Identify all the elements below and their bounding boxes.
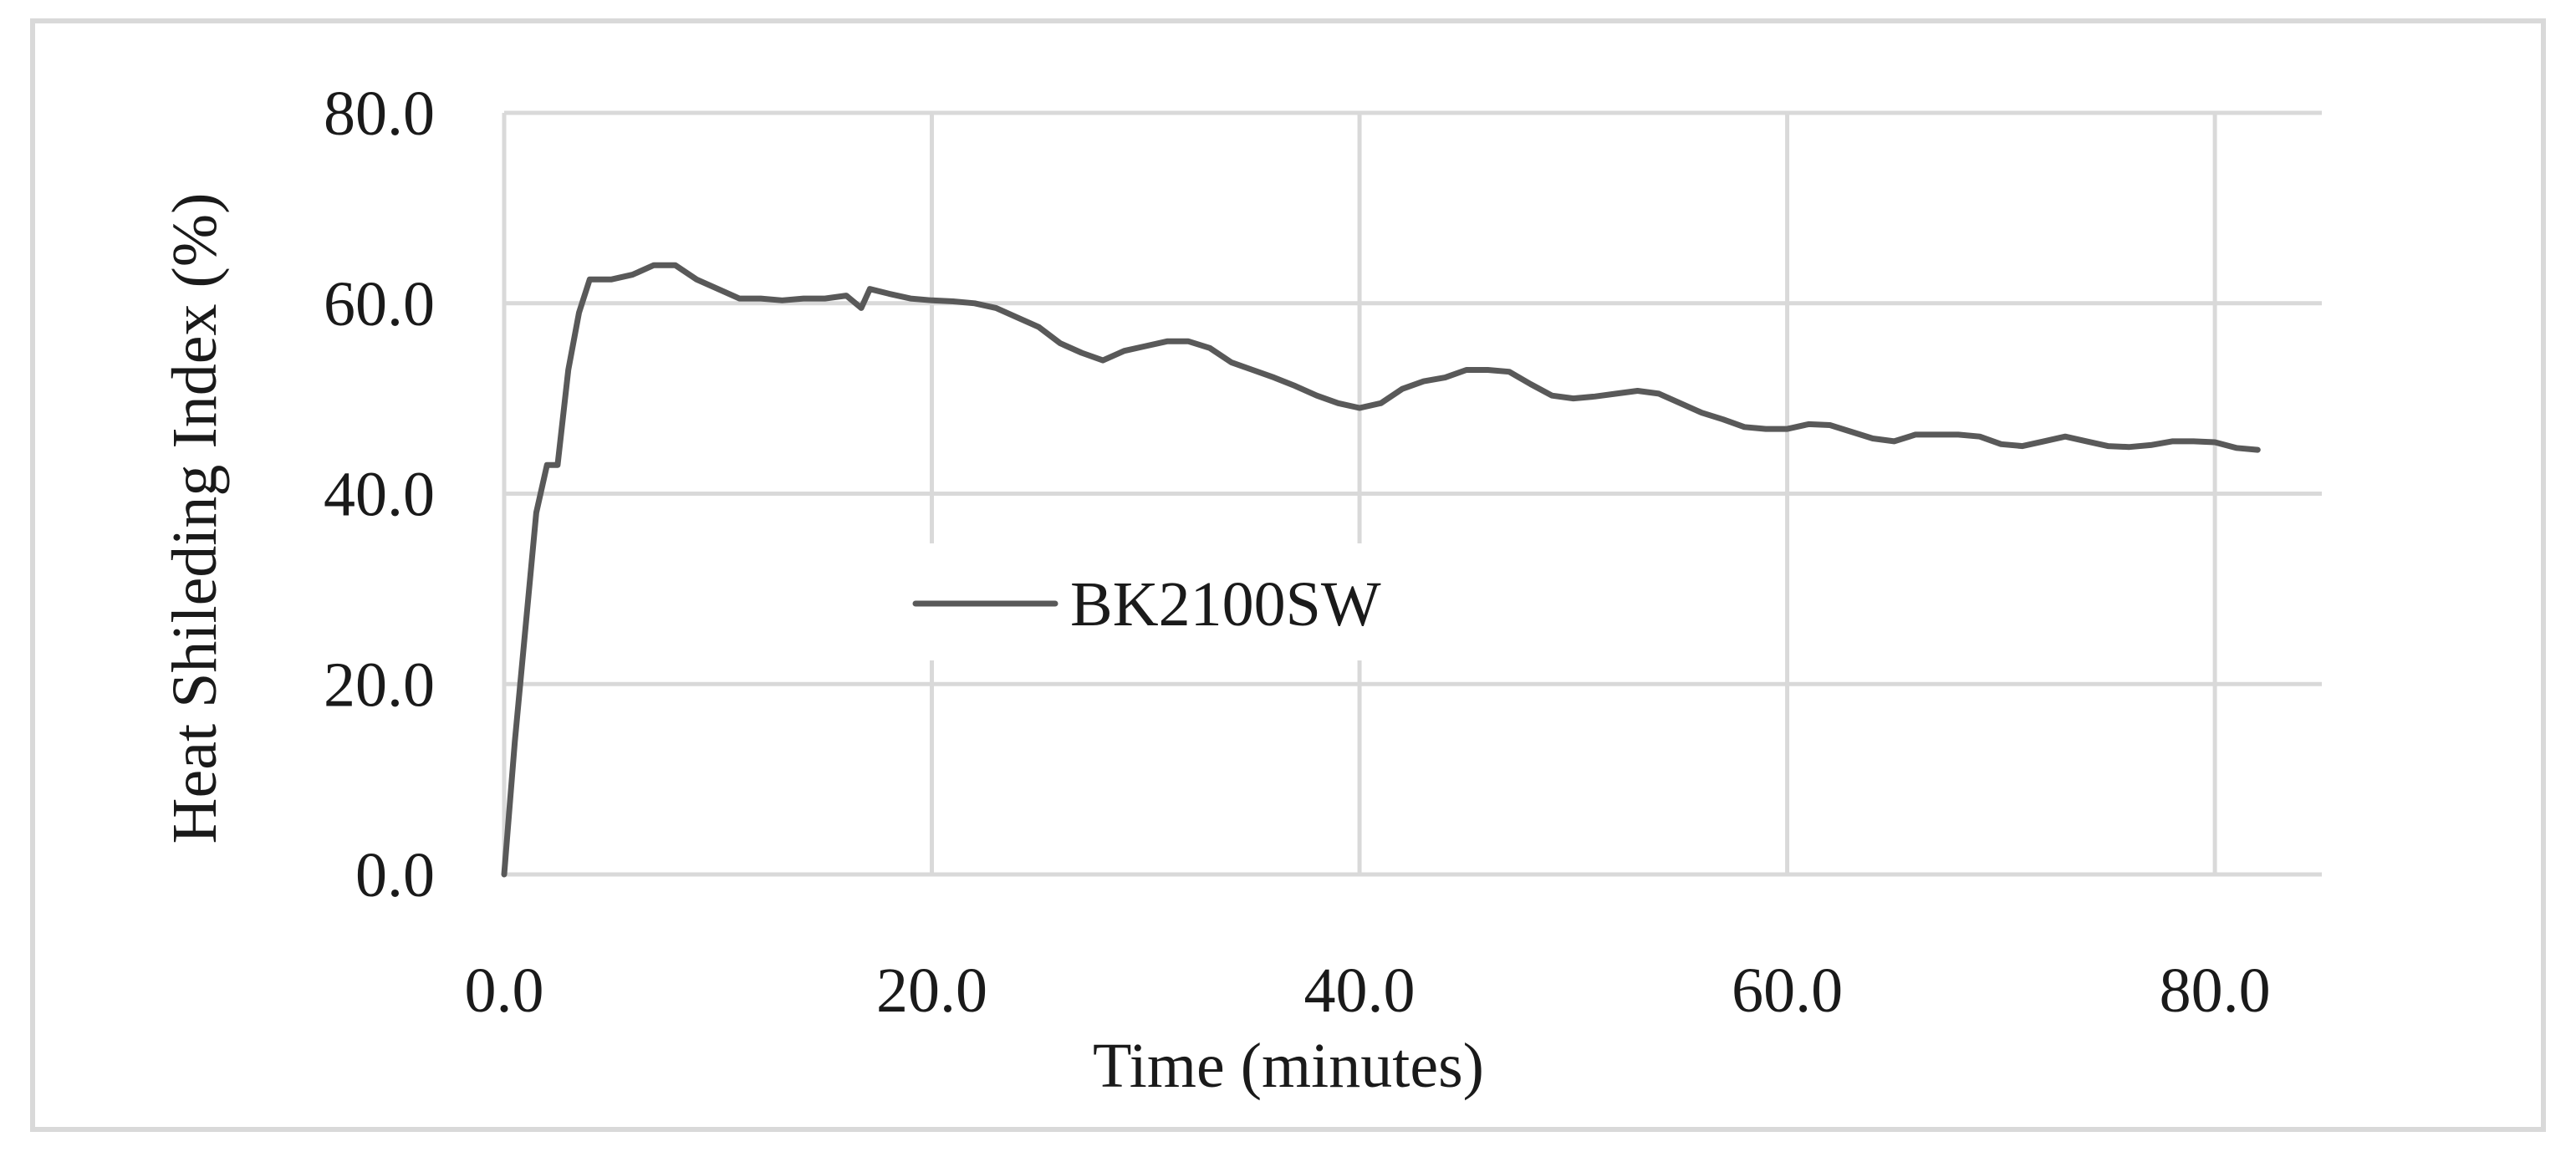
x-tick-label: 40.0 <box>1304 956 1416 1026</box>
legend: BK2100SW <box>886 543 1455 660</box>
gridlines <box>504 110 2322 874</box>
x-tick-label: 20.0 <box>876 956 987 1026</box>
y-tick-label: 20.0 <box>324 650 435 720</box>
y-tick-label: 80.0 <box>324 79 435 149</box>
x-tick-label: 80.0 <box>2160 956 2271 1026</box>
x-tick-label: 60.0 <box>1732 956 1843 1026</box>
series-layer <box>501 262 2261 878</box>
y-axis-title: Heat Shileding Index (%) <box>160 193 230 844</box>
series-line-bk2100sw <box>501 262 2261 878</box>
x-tick-label: 0.0 <box>465 956 544 1026</box>
y-tick-label: 60.0 <box>324 269 435 339</box>
y-tick-labels: 0.0 20.0 40.0 60.0 80.0 <box>324 79 435 910</box>
y-tick-label: 0.0 <box>355 840 435 910</box>
x-tick-labels: 0.0 20.0 40.0 60.0 80.0 <box>465 956 2271 1026</box>
legend-label-bk2100sw: BK2100SW <box>1070 569 1381 640</box>
axes <box>502 113 2322 877</box>
x-axis-title: Time (minutes) <box>1093 1031 1484 1101</box>
y-tick-label: 40.0 <box>324 460 435 530</box>
